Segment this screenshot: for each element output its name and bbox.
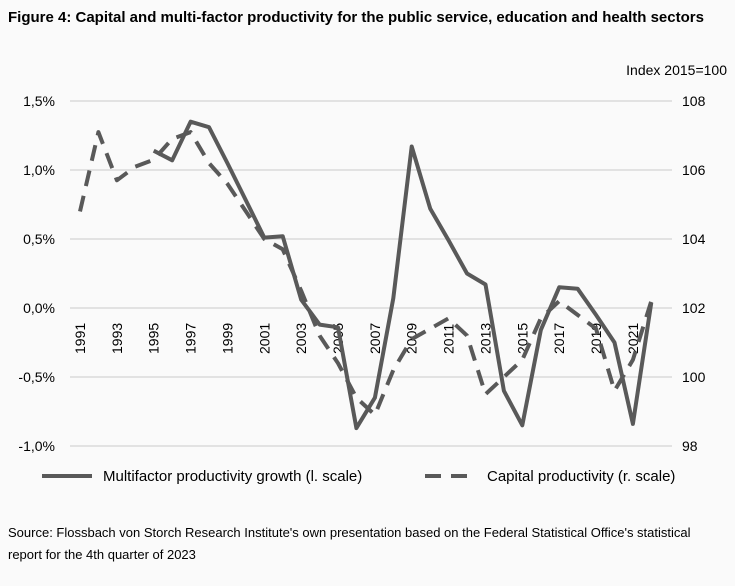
left-tick-label: 1,5% (23, 93, 55, 109)
x-tick-label: 2007 (367, 323, 383, 354)
right-tick-label: 108 (682, 93, 706, 109)
x-tick-label: 2003 (293, 323, 309, 354)
right-tick-label: 104 (682, 231, 706, 247)
x-tick-label: 2011 (441, 324, 457, 354)
right-tick-label: 106 (682, 162, 706, 178)
left-tick-label: -1,0% (18, 438, 55, 454)
x-tick-label: 1993 (109, 323, 125, 354)
x-tick-label: 1997 (183, 323, 199, 354)
x-tick-label: 2013 (477, 323, 493, 354)
x-tick-label: 1995 (146, 323, 162, 354)
series-line-1 (78, 130, 654, 417)
legend-label: Multifactor productivity growth (l. scal… (103, 468, 362, 485)
x-tick-label: 2001 (256, 323, 272, 354)
x-tick-label: 1991 (72, 323, 88, 354)
left-tick-label: 0,0% (23, 300, 55, 316)
right-tick-label: 98 (682, 438, 698, 454)
right-tick-label: 102 (682, 300, 706, 316)
x-tick-label: 2021 (625, 323, 641, 354)
right-tick-label: 100 (682, 369, 706, 385)
right-axis-title: Index 2015=100 (626, 62, 727, 78)
x-tick-label: 1999 (219, 323, 235, 354)
legend-label: Capital productivity (r. scale) (487, 468, 675, 485)
x-tick-label: 2017 (551, 323, 567, 354)
source-note: Source: Flossbach von Storch Research In… (8, 525, 691, 562)
left-tick-label: 1,0% (23, 162, 55, 178)
chart-title: Figure 4: Capital and multi-factor produ… (8, 9, 704, 26)
left-tick-label: 0,5% (23, 231, 55, 247)
series-line-0 (152, 119, 654, 431)
left-tick-label: -0,5% (18, 369, 55, 385)
